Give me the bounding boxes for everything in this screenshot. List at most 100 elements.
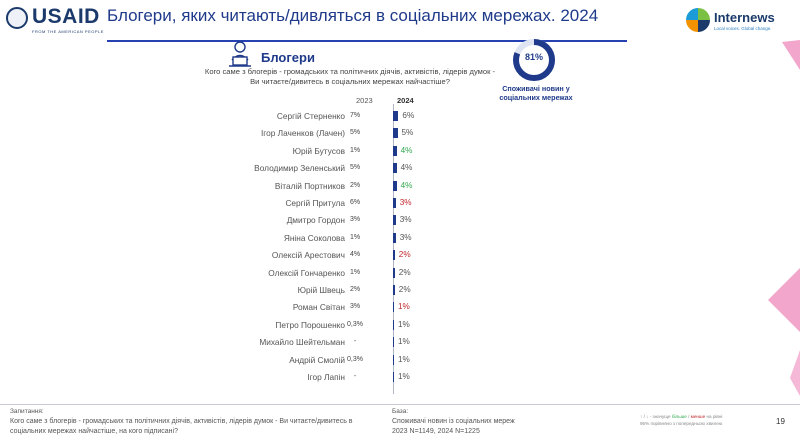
footer-base-line-2: 2023 N=1149, 2024 N=1225 — [392, 427, 480, 435]
chart-row: Сергій Стерненко 7% 6% — [180, 108, 440, 125]
value-2023-label: 5% — [349, 164, 361, 172]
category-label: Михайло Шейтельман — [259, 337, 345, 348]
value-2023-label: - — [353, 373, 357, 380]
survey-question: Кого саме з блогерів - громадських та по… — [204, 67, 496, 86]
bar-2024 — [393, 198, 396, 208]
page-number: 19 — [776, 417, 785, 426]
donut-caption: Споживачі новин у соціальних мережах — [499, 84, 573, 102]
column-header-2024: 2024 — [397, 96, 414, 105]
bar-2024 — [393, 302, 394, 313]
bar-2024 — [393, 215, 396, 226]
bar-2024 — [393, 319, 394, 330]
bar-2024 — [393, 285, 395, 295]
footer-question-text: Кого саме з блогерів - громадських та по… — [10, 418, 353, 435]
chart-row: Сергій Притула 6% 3% — [180, 195, 440, 212]
value-2024-label: 6% — [402, 111, 415, 120]
column-header-2023: 2023 — [356, 96, 373, 105]
bar-2024 — [393, 111, 399, 121]
significance-legend: ↑ / ↓ - значуще більше / менше на рівні … — [640, 413, 770, 427]
footer-divider — [0, 404, 800, 405]
pink-decoration — [768, 40, 800, 396]
significance-legend-line-1: ↑ / ↓ - значуще більше / менше на рівні — [640, 413, 770, 420]
section-heading: Блогери — [261, 50, 315, 65]
donut-arc — [513, 39, 555, 81]
legend-more: більше — [671, 414, 687, 419]
value-2023-label: 0,3% — [347, 355, 363, 363]
value-2023-label: 4% — [349, 251, 361, 259]
chart-row: Дмитро Гордон 3% 3% — [180, 212, 440, 229]
bar-2024 — [393, 250, 395, 261]
category-label: Віталій Портников — [274, 180, 345, 191]
category-label: Володимир Зеленський — [254, 163, 345, 174]
internews-mark-icon — [686, 8, 710, 32]
value-2023-label: 1% — [349, 268, 361, 276]
chart-row: Петро Порошенко 0,3% 1% — [180, 317, 440, 334]
chart-row: Володимир Зеленський 5% 4% — [180, 160, 440, 177]
bar-2024 — [393, 232, 396, 243]
chart-axis-line — [393, 104, 394, 394]
value-2023-label: 6% — [349, 199, 361, 206]
bar-2024 — [393, 128, 398, 139]
value-2024-label: 5% — [401, 128, 414, 138]
internews-wordmark: Internews — [714, 10, 775, 25]
bar-2024 — [393, 354, 394, 365]
legend-less: менше — [690, 414, 706, 419]
chart-row: Юрій Бутусов 1% 4% — [180, 143, 440, 160]
category-label: Юрій Швець — [297, 285, 345, 295]
value-2024-label: 1% — [398, 337, 410, 347]
bar-2024 — [393, 372, 394, 382]
usaid-seal-icon — [6, 7, 28, 29]
blogger-laptop-icon — [229, 41, 251, 67]
category-label: Дмитро Гордон — [286, 215, 345, 226]
category-label: Ігор Лапін — [307, 372, 345, 382]
value-2024-label: 4% — [400, 145, 413, 155]
chart-row: Юрій Швець 2% 2% — [180, 282, 440, 299]
value-2023-label: 2% — [349, 181, 361, 189]
footer-question-label: Запитання: — [10, 408, 44, 415]
chart-row: Віталій Портников 2% 4% — [180, 178, 440, 195]
chart-row: Ігор Лаченков (Лачен) 5% 5% — [180, 125, 440, 142]
category-label: Олексій Гончаренко — [268, 267, 345, 278]
internews-tagline: Local voices. Global change. — [714, 26, 772, 31]
audience-donut — [513, 39, 555, 81]
bar-2024 — [393, 180, 397, 191]
category-label: Роман Світан — [292, 302, 345, 313]
category-label: Ігор Лаченков (Лачен) — [260, 128, 345, 139]
value-2023-label: 7% — [349, 112, 361, 119]
value-2024-label: 3% — [399, 198, 412, 207]
value-2023-label: 0,3% — [347, 320, 363, 328]
chart-row: Олексій Гончаренко 1% 2% — [180, 265, 440, 282]
legend-suffix: на рівні — [705, 414, 723, 419]
category-label: Сергій Притула — [285, 198, 345, 208]
value-2023-label: - — [353, 338, 357, 346]
title-underline — [107, 40, 627, 42]
internews-logo: Internews Local voices. Global change. — [686, 6, 782, 38]
bar-2024 — [393, 337, 394, 348]
chart-row: Яніна Соколова 1% 3% — [180, 230, 440, 247]
value-2023-label: 1% — [349, 146, 361, 154]
value-2024-label: 4% — [400, 163, 413, 173]
value-2024-label: 2% — [398, 267, 411, 277]
category-label: Петро Порошенко — [275, 319, 345, 330]
value-2023-label: 3% — [349, 216, 361, 224]
value-2023-label: 5% — [349, 129, 361, 137]
category-label: Сергій Стерненко — [276, 111, 345, 121]
legend-prefix: ↑ / ↓ - значуще — [640, 414, 672, 419]
bar-2024 — [393, 145, 397, 156]
value-2024-label: 2% — [398, 250, 411, 260]
usaid-wordmark: USAID — [32, 5, 100, 28]
footer-base-line-1: Споживачі новин із соціальних мереж — [392, 418, 515, 425]
chart-row: Михайло Шейтельман - 1% — [180, 334, 440, 351]
chart-row: Олексій Арестович 4% 2% — [180, 247, 440, 264]
value-2024-label: 1% — [398, 319, 410, 329]
category-label: Юрій Бутусов — [292, 145, 345, 156]
value-2024-label: 2% — [398, 285, 411, 294]
value-2024-label: 1% — [398, 354, 410, 364]
page-title: Блогери, яких читають/дивляться в соціал… — [107, 6, 599, 25]
usaid-logo: USAID FROM THE AMERICAN PEOPLE — [6, 5, 103, 37]
footer-base-text: Споживачі новин із соціальних мереж 2023… — [392, 417, 592, 436]
chart-row: Андрій Смолій 0,3% 1% — [180, 352, 440, 369]
value-2023-label: 3% — [349, 303, 361, 311]
legend-separator: / — [686, 414, 691, 419]
chart-row: Роман Світан 3% 1% — [180, 299, 440, 316]
